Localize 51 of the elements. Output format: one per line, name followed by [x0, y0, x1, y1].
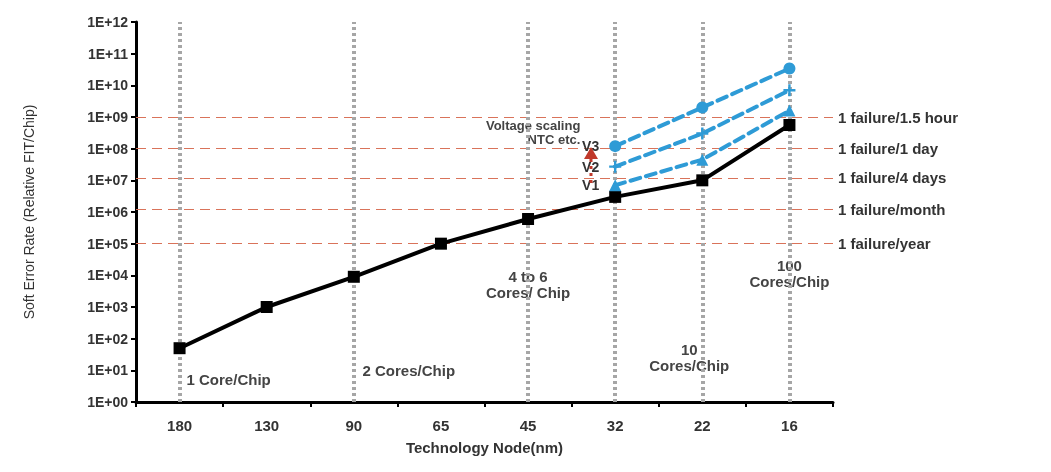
x-axis-title: Technology Node(nm)	[405, 439, 564, 456]
y-tick-label: 1E+06	[87, 204, 129, 220]
point	[609, 179, 622, 192]
x-tick-label: 65	[432, 417, 450, 434]
x-tick-label: 22	[693, 417, 711, 434]
series-label: V1	[582, 177, 600, 194]
ref-line-label: 1 failure/1 day	[838, 140, 939, 158]
point	[522, 213, 535, 226]
y-tick-label: 1E+03	[87, 299, 129, 315]
point	[696, 127, 709, 140]
annotation: 10 Cores/Chip	[649, 341, 730, 374]
y-tick-label: 1E+07	[87, 172, 129, 189]
point	[173, 342, 186, 355]
x-tick-label: 32	[606, 417, 624, 434]
x-tick-label: 16	[781, 417, 798, 434]
point	[260, 301, 273, 313]
y-tick-label: 1E+02	[87, 330, 129, 347]
point	[347, 270, 360, 283]
point	[434, 237, 447, 250]
y-tick-label: 1E+08	[87, 140, 129, 157]
ref-line-label: 1 failure/month	[838, 200, 946, 218]
annotation: 1 Core/Chip	[186, 371, 271, 389]
y-tick-label: 1E+10	[87, 77, 129, 94]
point	[783, 62, 796, 75]
x-tick-label: 130	[254, 417, 280, 434]
y-axis-title: Soft Error Rate (Relative FIT/Chip)	[21, 104, 37, 320]
point	[783, 104, 796, 117]
x-tick-label: 45	[519, 417, 537, 434]
series-label: V2	[582, 158, 600, 175]
point	[783, 84, 796, 97]
y-tick-label: 1E+09	[87, 109, 129, 125]
x-tick-label: 90	[345, 417, 363, 434]
y-tick-label: 1E+05	[87, 235, 129, 252]
y-tick-label: 1E+00	[87, 394, 129, 410]
point	[696, 174, 709, 187]
point	[609, 160, 622, 173]
point	[696, 101, 709, 114]
ref-line-label: 1 failure/4 days	[838, 169, 947, 187]
point	[696, 153, 709, 166]
x-tick-label: 180	[167, 417, 193, 434]
y-tick-label: 1E+12	[87, 14, 129, 30]
point	[783, 118, 796, 131]
series-label: V3	[582, 138, 600, 155]
point	[609, 140, 622, 153]
ref-line-label: 1 failure/1.5 hour	[838, 108, 959, 126]
y-tick-label: 1E+01	[87, 362, 129, 379]
y-tick-label: 1E+04	[87, 267, 129, 284]
y-tick-label: 1E+11	[87, 45, 129, 62]
annotation: 2 Cores/Chip	[362, 361, 456, 379]
ref-line-label: 1 failure/year	[838, 235, 931, 253]
point	[609, 190, 622, 203]
